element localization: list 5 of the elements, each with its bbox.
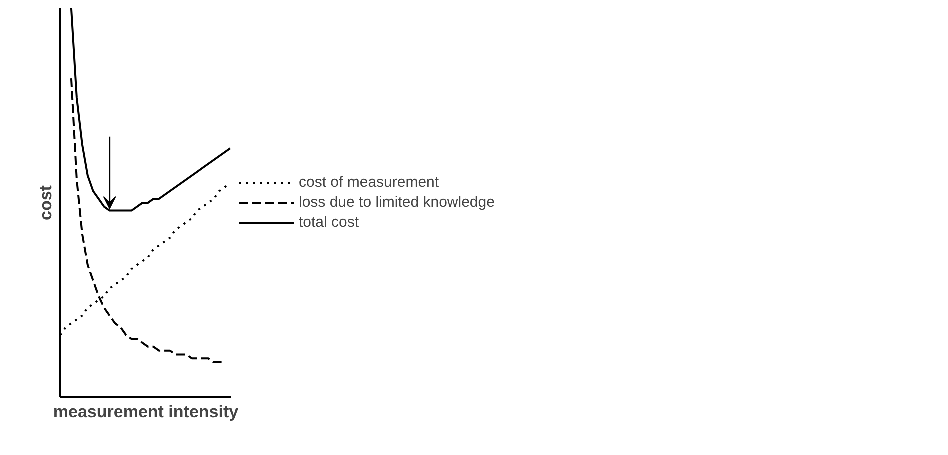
y-axis-title: cost [36, 185, 56, 220]
legend-label: loss due to limited knowledge [299, 194, 495, 211]
legend-label: cost of measurement [299, 174, 440, 191]
legend-label: total cost [299, 214, 360, 231]
x-axis-title: measurement intensity [53, 402, 240, 422]
